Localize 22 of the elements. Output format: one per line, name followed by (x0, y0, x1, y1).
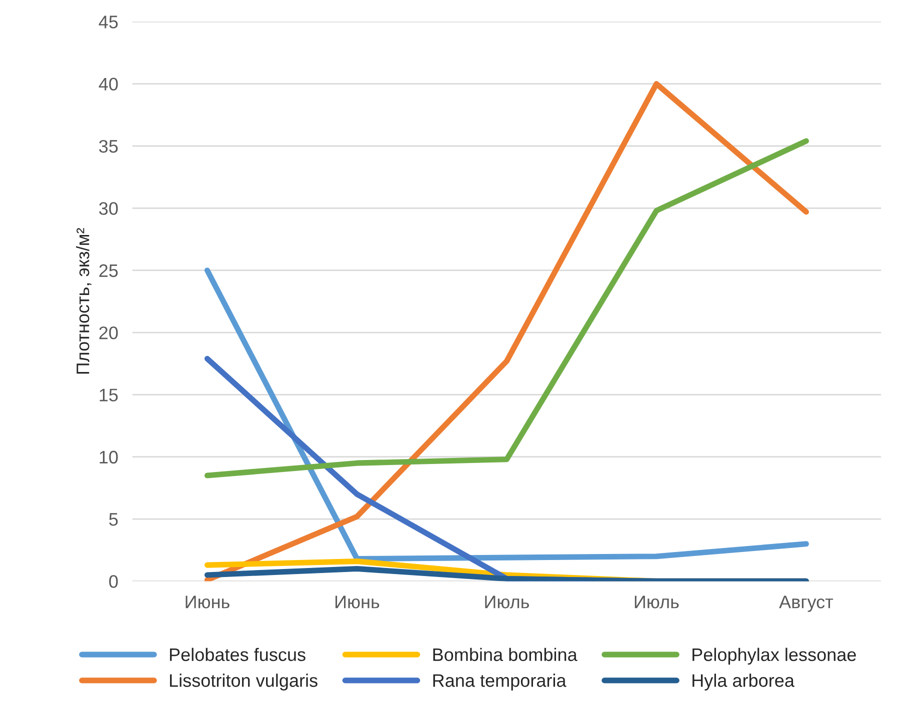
y-tick-label: 15 (100, 388, 118, 402)
y-axis-title: Плотность, экз/м² (76, 228, 92, 374)
legend-label: Pelobates fuscus (170, 648, 306, 662)
legend-label: Rana temporaria (433, 674, 566, 691)
x-tick-label: Август (779, 596, 834, 612)
legend-label: Bombina bombina (433, 648, 578, 662)
y-tick-label: 20 (99, 326, 118, 340)
legend-label: Pelophylax lessonae (692, 648, 856, 665)
y-tick-label: 10 (100, 450, 118, 464)
y-tick-label: 5 (109, 513, 118, 526)
legend-label: Lissotriton vulgaris (170, 674, 318, 691)
x-tick-label: Июнь (186, 596, 230, 608)
y-tick-label: 30 (99, 202, 118, 215)
y-tick-label: 40 (98, 78, 118, 91)
y-tick-label: 25 (99, 264, 118, 278)
x-tick-label: Июль (485, 596, 530, 608)
legend-label: Hyla arborea (692, 674, 794, 691)
x-tick-label: Июль (634, 596, 679, 608)
y-tick-label: 0 (109, 575, 118, 588)
x-tick-label: Июнь (336, 596, 380, 608)
y-tick-label: 35 (99, 140, 118, 153)
y-tick-label: 45 (98, 16, 118, 28)
